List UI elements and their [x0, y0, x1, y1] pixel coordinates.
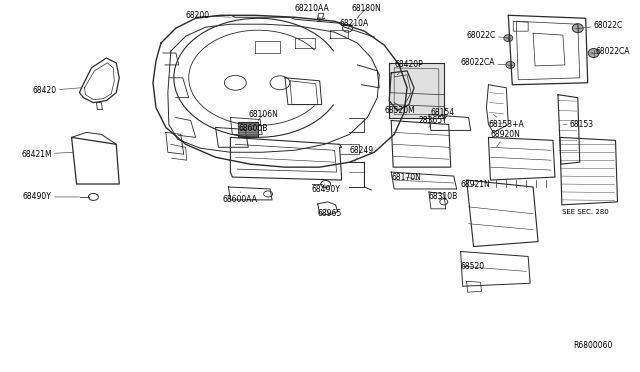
Text: 68022C: 68022C	[580, 21, 623, 30]
Text: 68600B: 68600B	[238, 124, 268, 133]
Ellipse shape	[588, 48, 599, 57]
Ellipse shape	[572, 24, 583, 33]
Text: 68249: 68249	[349, 146, 374, 162]
Text: 68490Y: 68490Y	[312, 184, 340, 195]
Text: 68420: 68420	[33, 86, 81, 95]
FancyBboxPatch shape	[389, 63, 444, 118]
Ellipse shape	[506, 61, 515, 68]
Text: 68421M: 68421M	[21, 150, 74, 159]
Text: 68210AA: 68210AA	[295, 4, 330, 18]
Text: 68600AA: 68600AA	[223, 192, 257, 204]
Text: 68920N: 68920N	[490, 130, 520, 147]
Text: 68170N: 68170N	[391, 173, 421, 182]
Text: 68310B: 68310B	[429, 192, 458, 201]
Text: 68180N: 68180N	[351, 4, 381, 15]
Text: 68965: 68965	[317, 209, 342, 218]
Text: 68153+A: 68153+A	[488, 115, 524, 129]
Text: 68210A: 68210A	[340, 19, 369, 28]
Text: 68420P: 68420P	[394, 60, 423, 75]
Text: 68153: 68153	[563, 120, 594, 129]
Text: 68022CA: 68022CA	[589, 46, 630, 55]
Text: 68200: 68200	[186, 11, 230, 20]
Text: 68520: 68520	[461, 262, 484, 271]
Bar	[238, 122, 258, 137]
Text: 68022CA: 68022CA	[461, 58, 508, 67]
Text: 68490Y: 68490Y	[23, 192, 79, 201]
Text: 68022C: 68022C	[467, 31, 510, 40]
Text: 68106N: 68106N	[248, 110, 278, 121]
Ellipse shape	[504, 35, 513, 42]
Text: SEE SEC. 280: SEE SEC. 280	[562, 209, 609, 215]
Text: 68154: 68154	[431, 108, 455, 121]
Text: 68520M: 68520M	[384, 106, 415, 115]
Text: 68921N: 68921N	[461, 180, 490, 189]
Text: R6800060: R6800060	[573, 341, 612, 350]
Text: 28365Y: 28365Y	[419, 116, 448, 128]
